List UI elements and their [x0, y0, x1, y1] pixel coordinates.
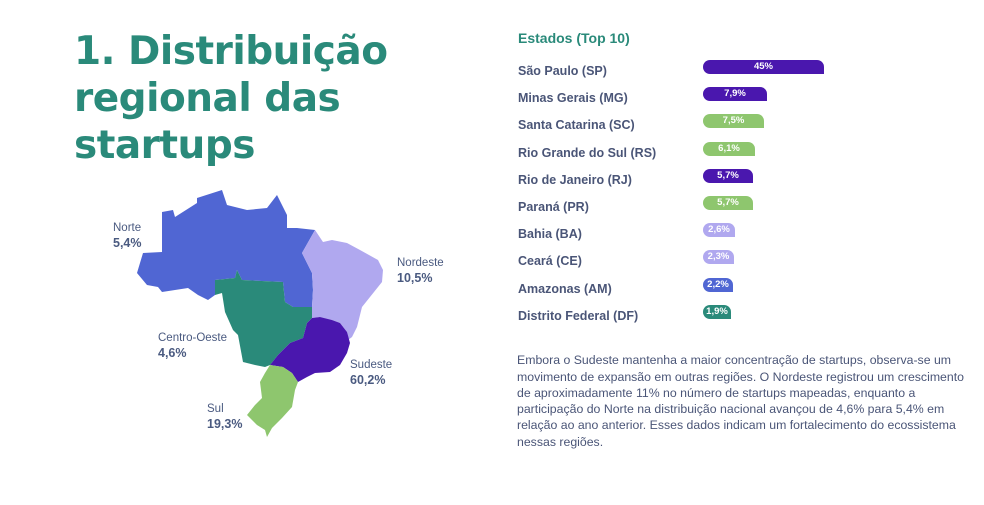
label-sul-value: 19,3%	[207, 417, 243, 431]
state-row: Distrito Federal (DF) 1,9%	[518, 304, 918, 332]
page-title: 1. Distribuição regional das startups	[74, 29, 388, 168]
region-norte[interactable]	[137, 190, 315, 307]
label-norte: Norte 5,4%	[113, 221, 142, 251]
label-nordeste-value: 10,5%	[397, 271, 433, 285]
state-label: Ceará (CE)	[518, 254, 582, 269]
state-bar: 2,6%	[703, 223, 735, 238]
state-bar: 5,7%	[703, 168, 753, 183]
state-row: Amazonas (AM) 2,2%	[518, 277, 918, 305]
state-label: Bahia (BA)	[518, 227, 582, 242]
state-row: São Paulo (SP) 45%	[518, 60, 918, 87]
region-sul[interactable]	[247, 365, 298, 437]
state-bar: 2,2%	[703, 277, 733, 292]
label-sul: Sul 19,3%	[207, 402, 242, 432]
state-bar: 6,1%	[703, 141, 755, 156]
label-centro-oeste: Centro-Oeste 4,6%	[158, 331, 227, 361]
label-sudeste-value: 60,2%	[350, 373, 386, 387]
state-row: Bahia (BA) 2,6%	[518, 223, 918, 250]
state-bar: 2,3%	[703, 250, 734, 265]
label-sudeste-name: Sudeste	[350, 359, 393, 371]
label-nordeste-name: Nordeste	[397, 257, 444, 269]
state-bar: 7,5%	[703, 114, 764, 129]
state-row: Paraná (PR) 5,7%	[518, 195, 918, 223]
state-label: Rio de Janeiro (RJ)	[518, 172, 632, 187]
state-bar: 1,9%	[703, 304, 731, 319]
state-label: Amazonas (AM)	[518, 281, 612, 296]
region-centro-oeste[interactable]	[215, 270, 312, 367]
label-centro-oeste-name: Centro-Oeste	[158, 332, 228, 344]
state-label: Santa Catarina (SC)	[518, 118, 635, 133]
region-nordeste[interactable]	[302, 230, 383, 340]
label-norte-value: 5,4%	[113, 236, 142, 250]
label-nordeste: Nordeste 10,5%	[397, 256, 444, 286]
label-sudeste: Sudeste 60,2%	[350, 358, 392, 388]
label-centro-oeste-value: 4,6%	[158, 346, 187, 360]
region-sudeste[interactable]	[270, 317, 350, 382]
state-bar: 45%	[703, 60, 824, 74]
state-label: Minas Gerais (MG)	[518, 91, 628, 106]
label-sul-name: Sul	[207, 403, 224, 415]
states-panel-title: Estados (Top 10)	[518, 30, 630, 46]
summary-paragraph: Embora o Sudeste mantenha a maior concen…	[517, 353, 964, 449]
state-row: Minas Gerais (MG) 7,9%	[518, 87, 918, 114]
state-row: Ceará (CE) 2,3%	[518, 250, 918, 277]
state-row: Santa Catarina (SC) 7,5%	[518, 114, 918, 141]
label-norte-name: Norte	[113, 222, 142, 234]
state-label: Distrito Federal (DF)	[518, 308, 639, 323]
state-bar: 7,9%	[703, 87, 767, 102]
state-row: Rio Grande do Sul (RS) 6,1%	[518, 141, 918, 169]
state-label: São Paulo (SP)	[518, 64, 607, 78]
state-bar: 5,7%	[703, 195, 753, 210]
state-label: Rio Grande do Sul (RS)	[518, 145, 657, 160]
states-bar-chart: São Paulo (SP) 45% Minas Gerais (MG) 7,9…	[518, 60, 918, 332]
state-row: Rio de Janeiro (RJ) 5,7%	[518, 168, 918, 196]
state-label: Paraná (PR)	[518, 199, 589, 214]
